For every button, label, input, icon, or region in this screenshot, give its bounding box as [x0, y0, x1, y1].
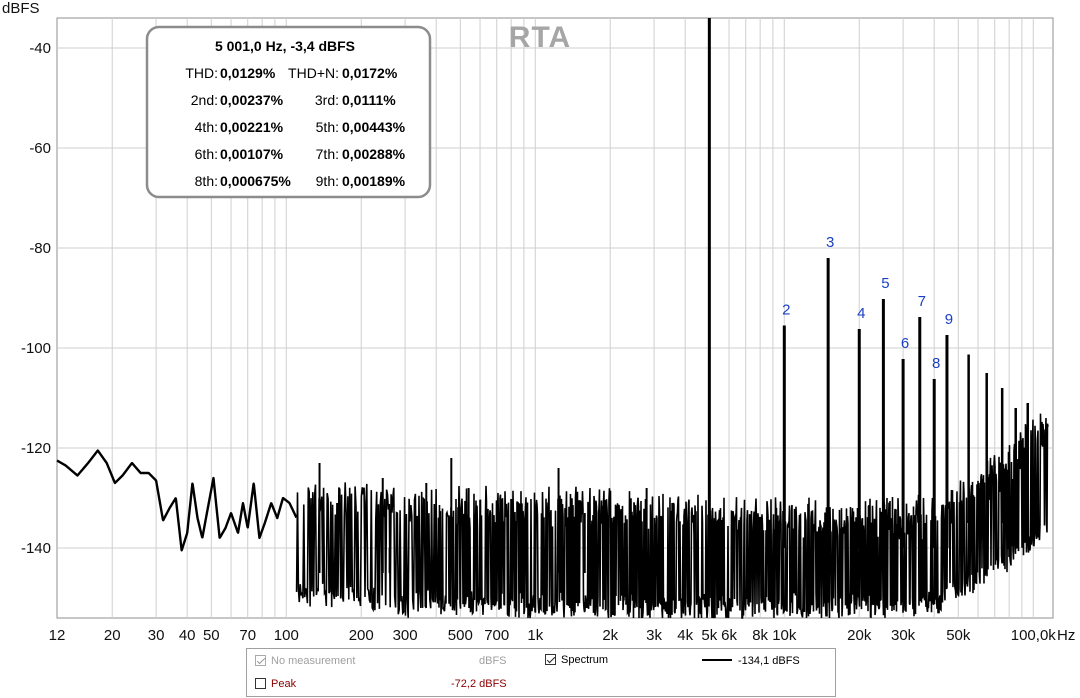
no-measurement-unit: dBFS: [479, 655, 507, 667]
y-tick-label: -120: [21, 440, 51, 457]
spectrum-series: [56, 449, 298, 552]
info-label: 4th:: [195, 119, 218, 135]
x-tick-label: 12: [49, 627, 66, 644]
x-tick-label: 6k: [721, 627, 737, 644]
info-label: 9th:: [316, 173, 339, 189]
harmonic-labels: 2 3 45 6 7 8 9: [782, 234, 953, 372]
info-value: 0,000675%: [220, 173, 291, 189]
spectrum-item[interactable]: Spectrum: [545, 654, 608, 666]
x-tick-label: 3k: [646, 627, 662, 644]
x-tick-label: 500: [448, 627, 473, 644]
info-label: 5th:: [316, 119, 339, 135]
spectrum-value: -134,1 dBFS: [702, 655, 800, 667]
no-measurement-checkbox[interactable]: [255, 655, 266, 666]
x-tick-label: 50: [203, 627, 220, 644]
x-tick-label: 300: [393, 627, 418, 644]
info-value: 0,00288%: [342, 146, 406, 162]
legend-panel: No measurement dBFS Spectrum -134,1 dBFS…: [246, 648, 836, 697]
x-tick-label: 100,0k: [1011, 627, 1057, 644]
y-tick-label: -60: [29, 140, 51, 157]
chart-title: RTA: [509, 21, 571, 54]
spectrum-line-swatch: [702, 659, 732, 661]
info-label: 6th:: [195, 146, 218, 162]
x-tick-label: 200: [349, 627, 374, 644]
info-value: 0,00189%: [342, 173, 406, 189]
x-tick-labels: 12 20 30 40 50 70 100 200 300 500 700 1k 2k 3k 4k 5k 6k 8…: [49, 627, 1057, 644]
harmonic-label-7: 7: [918, 293, 926, 310]
info-label: 8th:: [195, 173, 218, 189]
x-tick-label: 30: [148, 627, 165, 644]
info-label: THD:: [185, 65, 218, 81]
thd-info-box[interactable]: 5 001,0 Hz, -3,4 dBFS THD: 0,0129% THD+N:…: [145, 25, 432, 199]
info-rows: THD: 0,0129% THD+N: 0,0172% 2nd: 0,00237% 3…: [185, 65, 405, 189]
no-measurement-item[interactable]: No measurement: [255, 655, 355, 667]
info-value: 0,00221%: [220, 119, 284, 135]
harmonic-label-9: 9: [945, 311, 953, 328]
info-value: 0,00237%: [220, 92, 284, 108]
y-tick-label: -100: [21, 340, 51, 357]
noise-floor-trace: [295, 413, 1049, 619]
x-tick-label: 2k: [602, 627, 618, 644]
info-label: 3rd:: [315, 92, 339, 108]
y-tick-labels: -40 -60 -80 -100 -120 -140: [21, 40, 51, 557]
x-tick-label: 70: [239, 627, 256, 644]
harmonic-label-3: 3: [826, 234, 834, 251]
x-unit-label: Hz: [1057, 627, 1075, 644]
x-tick-label: 8k: [752, 627, 768, 644]
peak-checkbox[interactable]: [255, 678, 266, 689]
info-label: 2nd:: [191, 92, 218, 108]
y-tick-label: -40: [29, 40, 51, 57]
x-tick-label: 1k: [527, 627, 543, 644]
x-tick-label: 10k: [772, 627, 797, 644]
peak-value: -72,2 dBFS: [451, 678, 507, 690]
rta-chart: 12 20 30 40 50 70 100 200 300 500 700 1k 2k 3k 4k 5k 6k 8…: [2, 0, 1075, 644]
y-unit-label: dBFS: [2, 0, 40, 17]
info-value: 0,0129%: [220, 65, 276, 81]
y-tick-label: -80: [29, 240, 51, 257]
x-tick-label: 20: [104, 627, 121, 644]
spectrum-checkbox[interactable]: [545, 654, 556, 665]
noise-floor: [295, 413, 1049, 619]
x-tick-label: 30k: [891, 627, 916, 644]
harmonic-label-2: 2: [782, 302, 790, 319]
info-label: THD+N:: [288, 65, 339, 81]
info-value: 0,0172%: [342, 65, 398, 81]
x-tick-label: 40: [179, 627, 196, 644]
harmonic-spikes: [707, 18, 1029, 598]
info-headline: 5 001,0 Hz, -3,4 dBFS: [215, 38, 355, 54]
x-tick-label: 5k: [701, 627, 717, 644]
info-label: 7th:: [316, 146, 339, 162]
x-tick-label: 4k: [677, 627, 693, 644]
x-tick-label: 700: [484, 627, 509, 644]
y-tick-label: -140: [21, 540, 51, 557]
x-tick-label: 50k: [946, 627, 971, 644]
harmonic-label-5: 5: [881, 275, 889, 292]
info-value: 0,0111%: [342, 92, 396, 108]
harmonic-label-8: 8: [932, 355, 940, 372]
peak-item[interactable]: Peak: [255, 678, 296, 690]
info-value: 0,00443%: [342, 119, 406, 135]
harmonic-label-4: 4: [857, 305, 865, 322]
x-tick-label: 20k: [847, 627, 872, 644]
info-value: 0,00107%: [220, 146, 284, 162]
harmonic-label-6: 6: [901, 335, 909, 352]
spectrum-lowfreq-curve: [56, 449, 298, 552]
x-tick-label: 100: [274, 627, 299, 644]
